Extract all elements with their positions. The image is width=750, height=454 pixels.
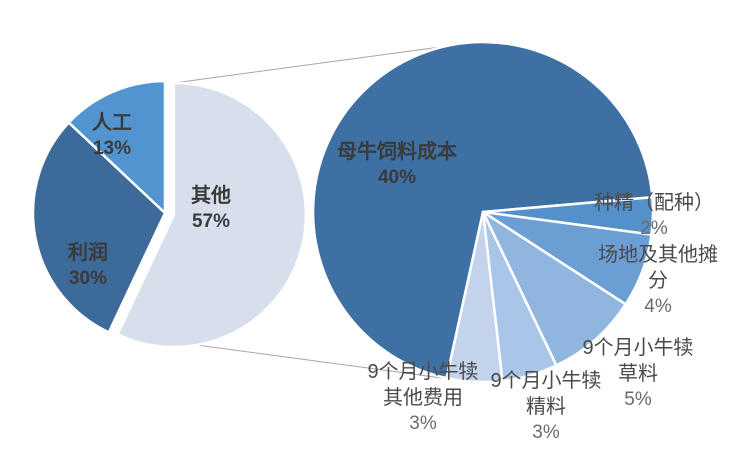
label-caoliao: 9个月小牛犊 草料 5%	[582, 335, 693, 413]
slice-name: 其他	[191, 185, 231, 207]
slice-name: 利润	[68, 242, 108, 264]
pie-slice-qitafeiyong	[445, 210, 504, 384]
slice-name: 人工	[92, 112, 132, 134]
label-jingliao: 9个月小牛犊 精料 3%	[490, 368, 601, 446]
label-qita: 其他 57%	[191, 183, 231, 235]
label-zhongjing: 种精（配种） 2%	[594, 190, 714, 242]
slice-percent: 30%	[68, 268, 108, 289]
slice-percent: 13%	[92, 138, 132, 159]
slice-name: 种精（配种）	[594, 192, 714, 214]
label-rengong: 人工 13%	[92, 110, 132, 162]
slice-percent: 3%	[409, 413, 437, 434]
pie-slice-rengong	[67, 79, 167, 215]
label-muniu: 母牛饲料成本 40%	[337, 139, 457, 191]
slice-percent: 57%	[191, 211, 231, 232]
slice-name-line2: 精料	[526, 396, 566, 418]
slice-name-line2: 其他费用	[383, 387, 463, 409]
slice-name-line2: 草料	[618, 363, 658, 385]
label-lirun: 利润 30%	[68, 240, 108, 292]
slice-name: 9个月小牛犊	[367, 361, 479, 383]
slice-percent: 3%	[532, 422, 560, 443]
slice-name-line2: 分	[648, 270, 668, 292]
series-connector-line	[173, 45, 445, 84]
pie-slice-caoliao	[481, 210, 627, 367]
slice-percent: 2%	[640, 218, 668, 239]
slice-name: 9个月小牛犊	[490, 370, 602, 392]
slice-percent: 4%	[644, 296, 672, 317]
pie-slice-lirun	[31, 121, 167, 334]
pie-slice-muniu	[311, 40, 654, 380]
slice-name: 场地及其他摊	[598, 244, 718, 266]
slice-percent: 40%	[377, 167, 417, 188]
label-changdi: 场地及其他摊 分 4%	[598, 242, 718, 320]
label-qitafeiyong: 9个月小牛犊 其他费用 3%	[367, 359, 478, 437]
slice-name: 9个月小牛犊	[582, 337, 694, 359]
slice-percent: 5%	[624, 389, 652, 410]
pie-slice-qita	[116, 81, 308, 349]
slice-name: 母牛饲料成本	[337, 141, 457, 163]
